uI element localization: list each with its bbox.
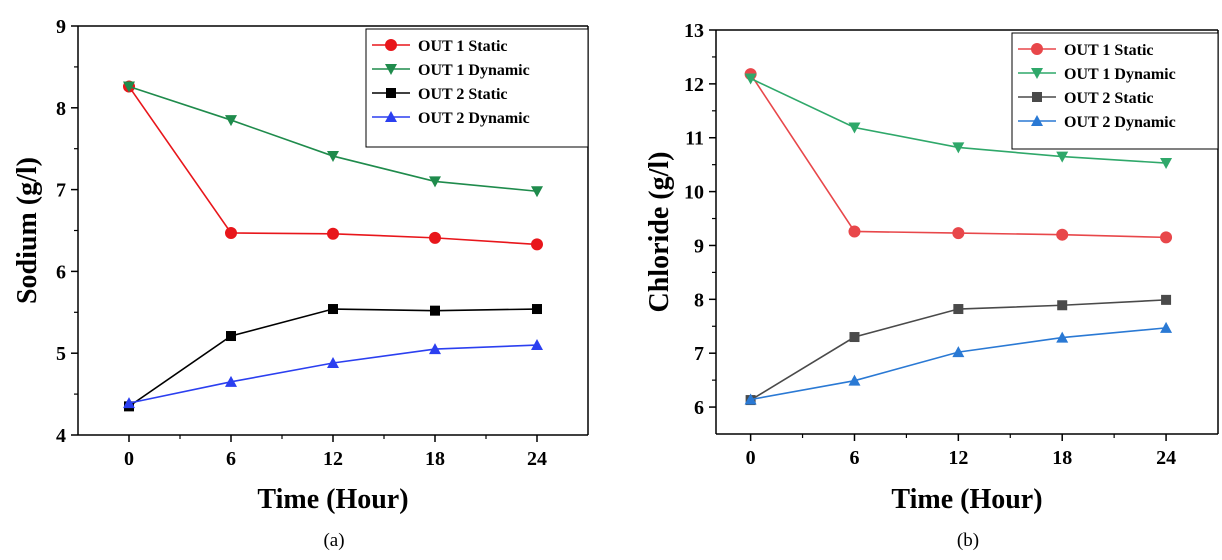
- data-point: [953, 228, 964, 239]
- data-point: [226, 227, 237, 238]
- y-tick-label: 5: [56, 343, 66, 365]
- chart-panel-1: 0 6 12 18 24 4 5 6 7 8 9 Time (Hour) Sodium (g/l) (a)…: [12, 16, 588, 551]
- legend-marker: [1032, 92, 1042, 102]
- legend: OUT 1 Static OUT 1 Dynamic OUT 2 Static OUT…: [1012, 33, 1218, 149]
- data-point: [430, 232, 441, 243]
- data-point: [532, 239, 543, 250]
- y-tick-label: 9: [56, 16, 66, 38]
- data-point: [328, 228, 339, 239]
- chart-panel-2: 0 6 12 18 24 6 7 8 9 10 11 12 13 Time (Hour) Chloride …: [644, 20, 1218, 551]
- legend-label: OUT 2 Dynamic: [418, 110, 530, 127]
- legend-label: OUT 1 Static: [418, 38, 507, 55]
- y-tick-label: 9: [694, 235, 704, 257]
- data-point: [1057, 300, 1067, 310]
- x-axis-title: Time (Hour): [257, 484, 408, 515]
- y-tick-label: 11: [685, 128, 704, 150]
- y-tick-label: 4: [56, 425, 66, 447]
- legend-marker: [1032, 44, 1043, 55]
- data-point: [953, 304, 963, 314]
- data-point: [849, 332, 859, 342]
- legend-label: OUT 2 Static: [418, 86, 507, 103]
- figure-caption: (b): [957, 530, 979, 551]
- x-tick-label: 0: [124, 448, 134, 470]
- legend-marker: [386, 40, 397, 51]
- data-point: [225, 115, 237, 126]
- figure-caption: (a): [323, 530, 344, 551]
- x-tick-label: 6: [226, 448, 236, 470]
- data-point: [430, 306, 440, 316]
- x-tick-label: 18: [425, 448, 445, 470]
- y-tick-label: 7: [694, 343, 704, 365]
- data-point: [1057, 229, 1068, 240]
- y-tick-label: 7: [56, 180, 66, 202]
- data-point: [226, 331, 236, 341]
- series-line: [751, 328, 1166, 400]
- legend: OUT 1 Static OUT 1 Dynamic OUT 2 Static OUT…: [366, 29, 588, 147]
- data-point: [745, 73, 757, 84]
- data-point: [1161, 295, 1171, 305]
- y-tick-label: 6: [694, 397, 704, 419]
- legend-label: OUT 2 Static: [1064, 90, 1153, 107]
- x-tick-label: 18: [1052, 447, 1072, 469]
- x-tick-label: 12: [323, 448, 343, 470]
- data-point: [1160, 322, 1172, 333]
- series-4: [745, 322, 1172, 405]
- y-tick-label: 10: [684, 182, 704, 204]
- x-axis-title: Time (Hour): [891, 484, 1042, 515]
- x-tick-label: 24: [1156, 447, 1176, 469]
- y-axis-title: Sodium (g/l): [12, 157, 43, 304]
- y-axis-title: Chloride (g/l): [644, 152, 675, 313]
- data-point: [531, 186, 543, 197]
- data-point: [328, 304, 338, 314]
- series-4: [123, 339, 543, 408]
- y-tick-label: 8: [56, 98, 66, 120]
- y-tick-label: 8: [694, 289, 704, 311]
- y-tick-label: 12: [684, 74, 704, 96]
- data-point: [532, 304, 542, 314]
- x-tick-label: 12: [948, 447, 968, 469]
- y-tick-label: 13: [684, 20, 704, 42]
- data-point: [1161, 232, 1172, 243]
- x-tick-label: 6: [849, 447, 859, 469]
- x-tick-label: 24: [527, 448, 547, 470]
- y-tick-label: 6: [56, 261, 66, 283]
- data-point: [849, 226, 860, 237]
- legend-label: OUT 1 Dynamic: [1064, 66, 1176, 83]
- legend-label: OUT 1 Static: [1064, 42, 1153, 59]
- x-tick-label: 0: [746, 447, 756, 469]
- legend-label: OUT 1 Dynamic: [418, 62, 530, 79]
- legend-marker: [386, 88, 396, 98]
- series-line: [129, 345, 537, 403]
- legend-label: OUT 2 Dynamic: [1064, 114, 1176, 131]
